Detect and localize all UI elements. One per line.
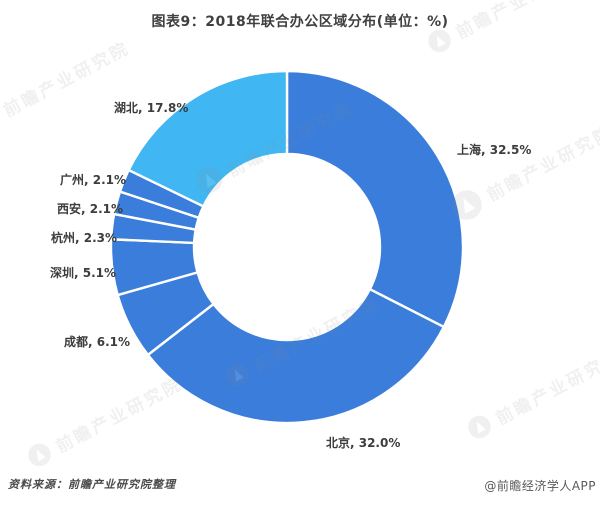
- donut-slice: [127, 69, 289, 208]
- donut-slice: [146, 288, 446, 425]
- slice-label: 湖北, 17.8%: [114, 101, 189, 115]
- credit-note: @前瞻经济学人APP: [484, 479, 596, 493]
- slice-label: 广州, 2.1%: [60, 173, 127, 187]
- slice-label: 北京, 32.0%: [326, 436, 401, 450]
- slice-label: 西安, 2.1%: [57, 202, 124, 216]
- source-note: 资料来源：前瞻产业研究院整理: [8, 478, 176, 491]
- slice-label: 成都, 6.1%: [64, 335, 131, 349]
- chart-title: 图表9：2018年联合办公区域分布(单位：%): [151, 14, 449, 30]
- donut-slice: [285, 69, 465, 329]
- slice-label: 杭州, 2.3%: [51, 231, 118, 245]
- slice-label: 上海, 32.5%: [457, 143, 532, 157]
- slice-label: 深圳, 5.1%: [50, 266, 117, 280]
